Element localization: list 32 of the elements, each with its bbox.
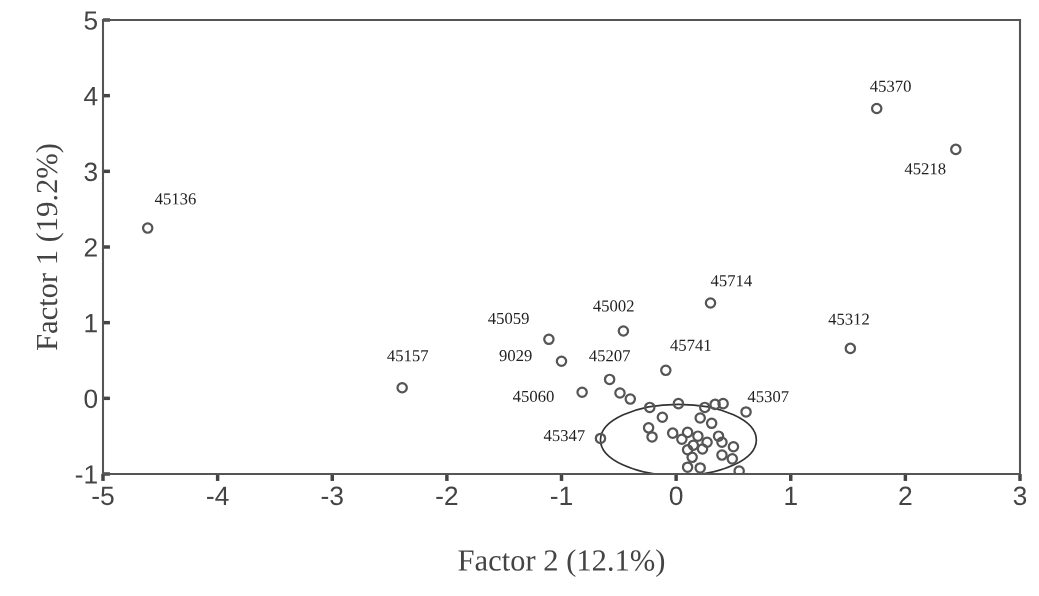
x-tick-label: 0	[669, 486, 683, 506]
y-tick-label: 1	[85, 314, 97, 333]
annotation: 45218	[904, 163, 946, 175]
x-tick-label: -1	[550, 486, 572, 505]
annotation: 45347	[543, 430, 585, 442]
x-tick-label: -5	[92, 486, 114, 506]
annotation: 45714	[710, 275, 752, 287]
annotation: 45312	[828, 313, 869, 325]
y-tick-label: 4	[84, 87, 98, 106]
annotation: 45060	[513, 390, 554, 403]
annotation: 45059	[488, 312, 529, 325]
x-tick-label: -3	[321, 486, 343, 506]
annotation: 45741	[670, 339, 711, 351]
x-axis-title: Factor 2 (12.1%)	[458, 549, 665, 577]
y-tick-label: 3	[84, 162, 97, 182]
x-tick-label: 1	[785, 486, 797, 505]
y-tick-label: 5	[84, 11, 98, 30]
annotation: 45207	[589, 350, 630, 362]
y-tick-label: -1	[75, 465, 97, 484]
annotation: 45307	[747, 390, 789, 403]
annotation: 45370	[870, 80, 911, 92]
x-tick-label: -4	[207, 486, 229, 505]
annotation: 45002	[593, 300, 634, 312]
x-tick-label: 2	[899, 486, 912, 505]
annotation: 9029	[499, 350, 532, 362]
x-tick-label: 3	[1013, 486, 1027, 506]
y-tick-label: 0	[84, 389, 98, 409]
annotation: 45136	[154, 193, 196, 205]
annotation: 45157	[387, 350, 429, 362]
y-axis-title: Factor 1 (19.2%)	[35, 144, 64, 351]
y-tick-label: 2	[84, 238, 97, 257]
x-tick-label: -2	[436, 486, 458, 505]
